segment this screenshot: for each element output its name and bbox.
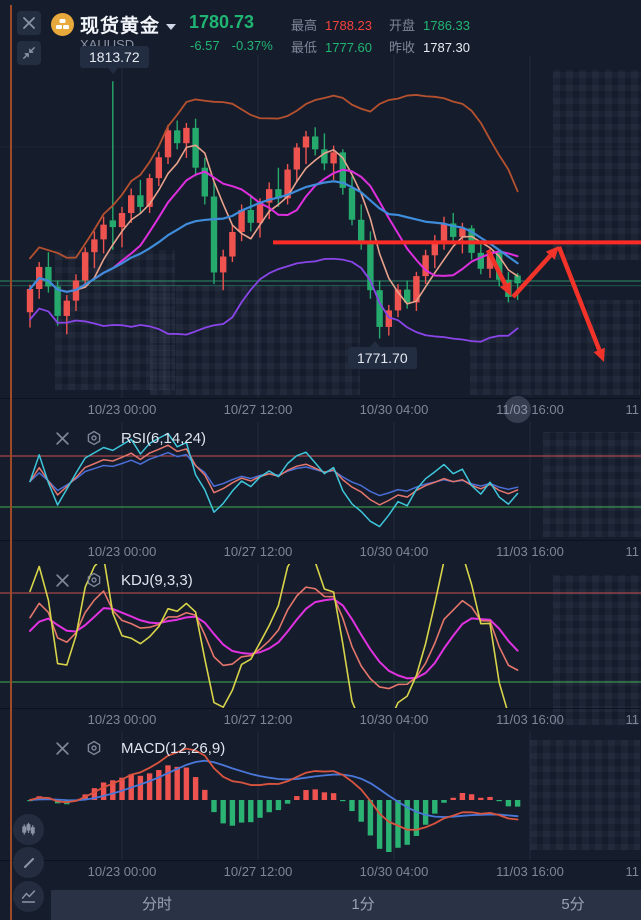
close-icon	[23, 17, 35, 29]
symbol-selector[interactable]: 现货黄金	[80, 11, 177, 38]
time-axis-label: 11/03 16:00	[496, 402, 564, 417]
pencil-icon	[23, 857, 34, 868]
macd-chart[interactable]	[0, 732, 641, 860]
rsi-header: RSI(6,14,24)	[53, 428, 206, 448]
rsi-chart[interactable]	[0, 422, 641, 540]
chart-left-edge-line	[10, 5, 12, 920]
stat-high: 最高 1788.23	[291, 18, 373, 33]
macd-header: MACD(12,26,9)	[53, 738, 225, 758]
low-price-tooltip: 1771.70	[348, 341, 417, 369]
symbol-name: 现货黄金	[80, 16, 161, 37]
gear-icon	[87, 740, 101, 756]
macd-settings-button[interactable]	[85, 739, 103, 757]
time-axis-label: 10/27 12:00	[223, 402, 293, 417]
time-axis-label: 11/03 16:00	[496, 712, 564, 727]
time-axis-macd: 10/23 00:00 10/27 12:00 10/30 04:00 11/03 1…	[0, 860, 641, 883]
close-macd-button[interactable]	[53, 739, 71, 757]
close-icon	[55, 431, 69, 445]
time-axis-label: 10/30 04:00	[359, 864, 429, 879]
close-icon	[55, 741, 69, 755]
watermark-buildings	[553, 70, 641, 260]
last-price: 1780.73	[189, 12, 255, 32]
chart-type-candles-button[interactable]	[13, 814, 44, 845]
time-axis-rsi: 10/23 00:00 10/27 12:00 10/30 04:00 11/03 1…	[0, 540, 641, 563]
time-axis-label-partial: 11	[625, 402, 640, 417]
main-candlestick-chart[interactable]	[0, 55, 641, 398]
time-axis-label: 11/03 16:00	[496, 864, 564, 879]
rsi-settings-button[interactable]	[85, 429, 103, 447]
price-change: -6.57 -0.37%	[190, 38, 285, 53]
time-axis-label-partial: 11	[625, 544, 640, 559]
chevron-down-icon	[166, 23, 177, 30]
change-value: -6.57	[190, 38, 220, 53]
stat-low: 最低 1777.60	[291, 40, 373, 55]
close-rsi-button[interactable]	[53, 429, 71, 447]
time-axis-label: 10/23 00:00	[87, 544, 157, 559]
time-axis-main: 10/23 00:00 10/27 12:00 10/30 04:00 11/03 1…	[0, 398, 641, 421]
touch-indicator	[504, 396, 531, 423]
time-axis-label: 10/23 00:00	[87, 712, 157, 727]
macd-label: MACD(12,26,9)	[121, 739, 226, 757]
time-axis-label-partial: 11	[625, 712, 640, 727]
time-axis-label-partial: 11	[625, 864, 640, 879]
close-icon	[55, 573, 69, 587]
time-axis-label: 10/30 04:00	[359, 712, 429, 727]
watermark-buildings	[150, 285, 360, 395]
tab-period-2[interactable]: 5分	[561, 896, 585, 913]
tooltip-pointer	[369, 341, 381, 348]
gold-instrument-icon	[51, 13, 74, 36]
period-tab-bar: 分时 1分 5分	[51, 890, 641, 920]
time-axis-label: 10/30 04:00	[359, 402, 429, 417]
time-axis-label: 10/27 12:00	[223, 864, 293, 879]
rsi-label: RSI(6,14,24)	[121, 429, 207, 447]
watermark-buildings	[543, 432, 641, 537]
time-axis-label: 10/23 00:00	[87, 864, 157, 879]
kdj-header: KDJ(9,3,3)	[53, 570, 193, 590]
gear-icon	[87, 572, 101, 588]
time-axis-label: 11/03 16:00	[496, 544, 564, 559]
change-percent: -0.37%	[231, 38, 273, 53]
close-chart-button[interactable]	[17, 11, 41, 35]
time-axis-label: 10/27 12:00	[223, 712, 293, 727]
tab-period-0[interactable]: 分时	[141, 896, 173, 913]
kdj-chart[interactable]	[0, 564, 641, 708]
collapse-button[interactable]	[17, 41, 41, 65]
time-axis-label: 10/23 00:00	[87, 402, 157, 417]
gear-icon	[87, 430, 101, 446]
collapse-arrows-icon	[23, 47, 35, 59]
time-axis-label: 10/30 04:00	[359, 544, 429, 559]
time-axis-label: 10/27 12:00	[223, 544, 293, 559]
chart-type-line-button[interactable]	[13, 881, 44, 912]
stat-prev-close: 昨收 1787.30	[389, 40, 471, 55]
kdj-settings-button[interactable]	[85, 571, 103, 589]
watermark-buildings	[530, 740, 640, 850]
high-price-tooltip: 1813.72	[80, 46, 149, 74]
stat-open: 开盘 1786.33	[389, 18, 471, 33]
close-kdj-button[interactable]	[53, 571, 71, 589]
draw-tool-button[interactable]	[13, 847, 44, 878]
kdj-label: KDJ(9,3,3)	[121, 571, 193, 589]
candlestick-icon	[22, 822, 35, 836]
tooltip-pointer	[107, 67, 119, 74]
watermark-buildings	[470, 300, 640, 395]
watermark-buildings	[553, 575, 641, 725]
line-chart-icon	[21, 890, 36, 903]
time-axis-kdj: 10/23 00:00 10/27 12:00 10/30 04:00 11/03 1…	[0, 708, 641, 731]
tab-period-1[interactable]: 1分	[351, 896, 375, 913]
